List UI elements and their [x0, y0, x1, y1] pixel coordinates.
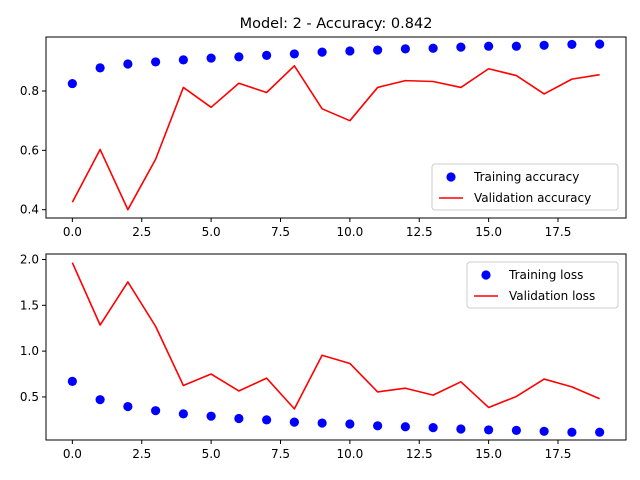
training-loss-point	[428, 423, 438, 433]
training-accuracy-point	[345, 46, 355, 56]
training-loss-point	[67, 376, 77, 386]
legend-frame	[466, 261, 619, 309]
x-tick-label: 12.5	[406, 225, 433, 239]
y-tick-label: 1.0	[20, 344, 39, 358]
y-tick-label: 1.5	[20, 298, 39, 312]
validation-loss-legend-label: Validation loss	[509, 289, 595, 303]
training-loss-point	[345, 419, 355, 429]
x-tick-label: 7.5	[271, 225, 290, 239]
training-loss-point	[151, 406, 161, 416]
training-accuracy-legend-label: Training accuracy	[473, 170, 579, 184]
training-accuracy-point	[317, 47, 327, 57]
training-accuracy-legend-swatch	[446, 172, 456, 182]
legend: Training loss Validation loss	[466, 261, 619, 309]
training-loss-point	[317, 418, 327, 428]
training-accuracy-point	[123, 59, 133, 69]
x-tick-label: 0.0	[63, 225, 82, 239]
training-loss-legend-swatch	[481, 270, 491, 280]
plot-area-frame	[45, 36, 627, 219]
training-accuracy-point	[428, 43, 438, 53]
training-accuracy-point	[178, 55, 188, 65]
training-loss-point	[400, 422, 410, 432]
plot-area-frame	[45, 253, 627, 441]
training-loss-point	[206, 411, 216, 421]
training-accuracy-point	[151, 57, 161, 67]
training-loss-point	[178, 409, 188, 419]
y-tick-label: 2.0	[20, 252, 39, 266]
x-tick-label: 7.5	[271, 447, 290, 461]
training-accuracy-point	[567, 39, 577, 50]
training-accuracy-point	[262, 50, 272, 60]
x-tick-label: 15.0	[475, 447, 502, 461]
legend-frame	[431, 163, 619, 211]
training-accuracy-point	[206, 53, 216, 63]
y-tick-label: 0.5	[20, 390, 39, 404]
training-loss-point	[595, 427, 605, 437]
training-loss-point	[234, 413, 244, 424]
training-loss-point	[484, 425, 494, 435]
training-accuracy-point	[234, 52, 244, 62]
training-loss-point	[456, 424, 466, 434]
training-accuracy-point	[511, 41, 521, 51]
training-loss-point	[262, 415, 272, 425]
legend: Training accuracy Validation accuracy	[431, 163, 619, 211]
training-accuracy-point	[400, 44, 410, 54]
training-accuracy-point	[456, 42, 466, 52]
x-tick-label: 2.5	[132, 447, 151, 461]
training-loss-point	[567, 427, 577, 437]
training-loss-point	[95, 395, 105, 405]
loss-panel: 0.0 2.5 5.0 7.5 10.0 12.5 15.0 17.5 0.5 1.0 1.5 2.0…	[20, 252, 627, 461]
training-accuracy-point	[289, 49, 299, 59]
x-tick-label: 0.0	[63, 447, 82, 461]
training-accuracy-point	[595, 39, 605, 49]
training-accuracy-point	[484, 41, 494, 51]
x-tick-label: 17.5	[545, 447, 572, 461]
y-tick-label: 0.4	[20, 203, 39, 217]
training-loss-point	[539, 426, 549, 436]
x-tick-label: 5.0	[202, 447, 221, 461]
validation-accuracy-legend-label: Validation accuracy	[474, 191, 591, 205]
x-tick-label: 10.0	[337, 447, 364, 461]
training-loss-point	[373, 421, 383, 431]
x-tick-label: 15.0	[475, 225, 502, 239]
training-loss-point	[123, 401, 133, 412]
x-tick-label: 12.5	[406, 447, 433, 461]
x-tick-label: 10.0	[337, 225, 364, 239]
validation-accuracy-line	[71, 64, 600, 211]
training-accuracy-point	[95, 63, 105, 73]
training-accuracy-point	[539, 40, 549, 50]
training-loss-point	[511, 425, 521, 435]
y-tick-label: 0.6	[20, 143, 39, 157]
x-tick-label: 2.5	[132, 225, 151, 239]
y-tick-label: 0.8	[20, 84, 39, 98]
x-tick-label: 17.5	[545, 225, 572, 239]
training-loss-point	[289, 417, 299, 427]
x-tick-label: 5.0	[202, 225, 221, 239]
training-loss-legend-label: Training loss	[508, 268, 583, 282]
accuracy-panel: 0.0 2.5 5.0 7.5 10.0 12.5 15.0 17.5 0.4 0.6 0.8 Tra…	[20, 36, 627, 239]
training-accuracy-point	[67, 78, 77, 89]
validation-loss-line	[71, 262, 600, 410]
figure-title: Model: 2 - Accuracy: 0.842	[240, 16, 433, 32]
training-accuracy-point	[373, 45, 383, 55]
